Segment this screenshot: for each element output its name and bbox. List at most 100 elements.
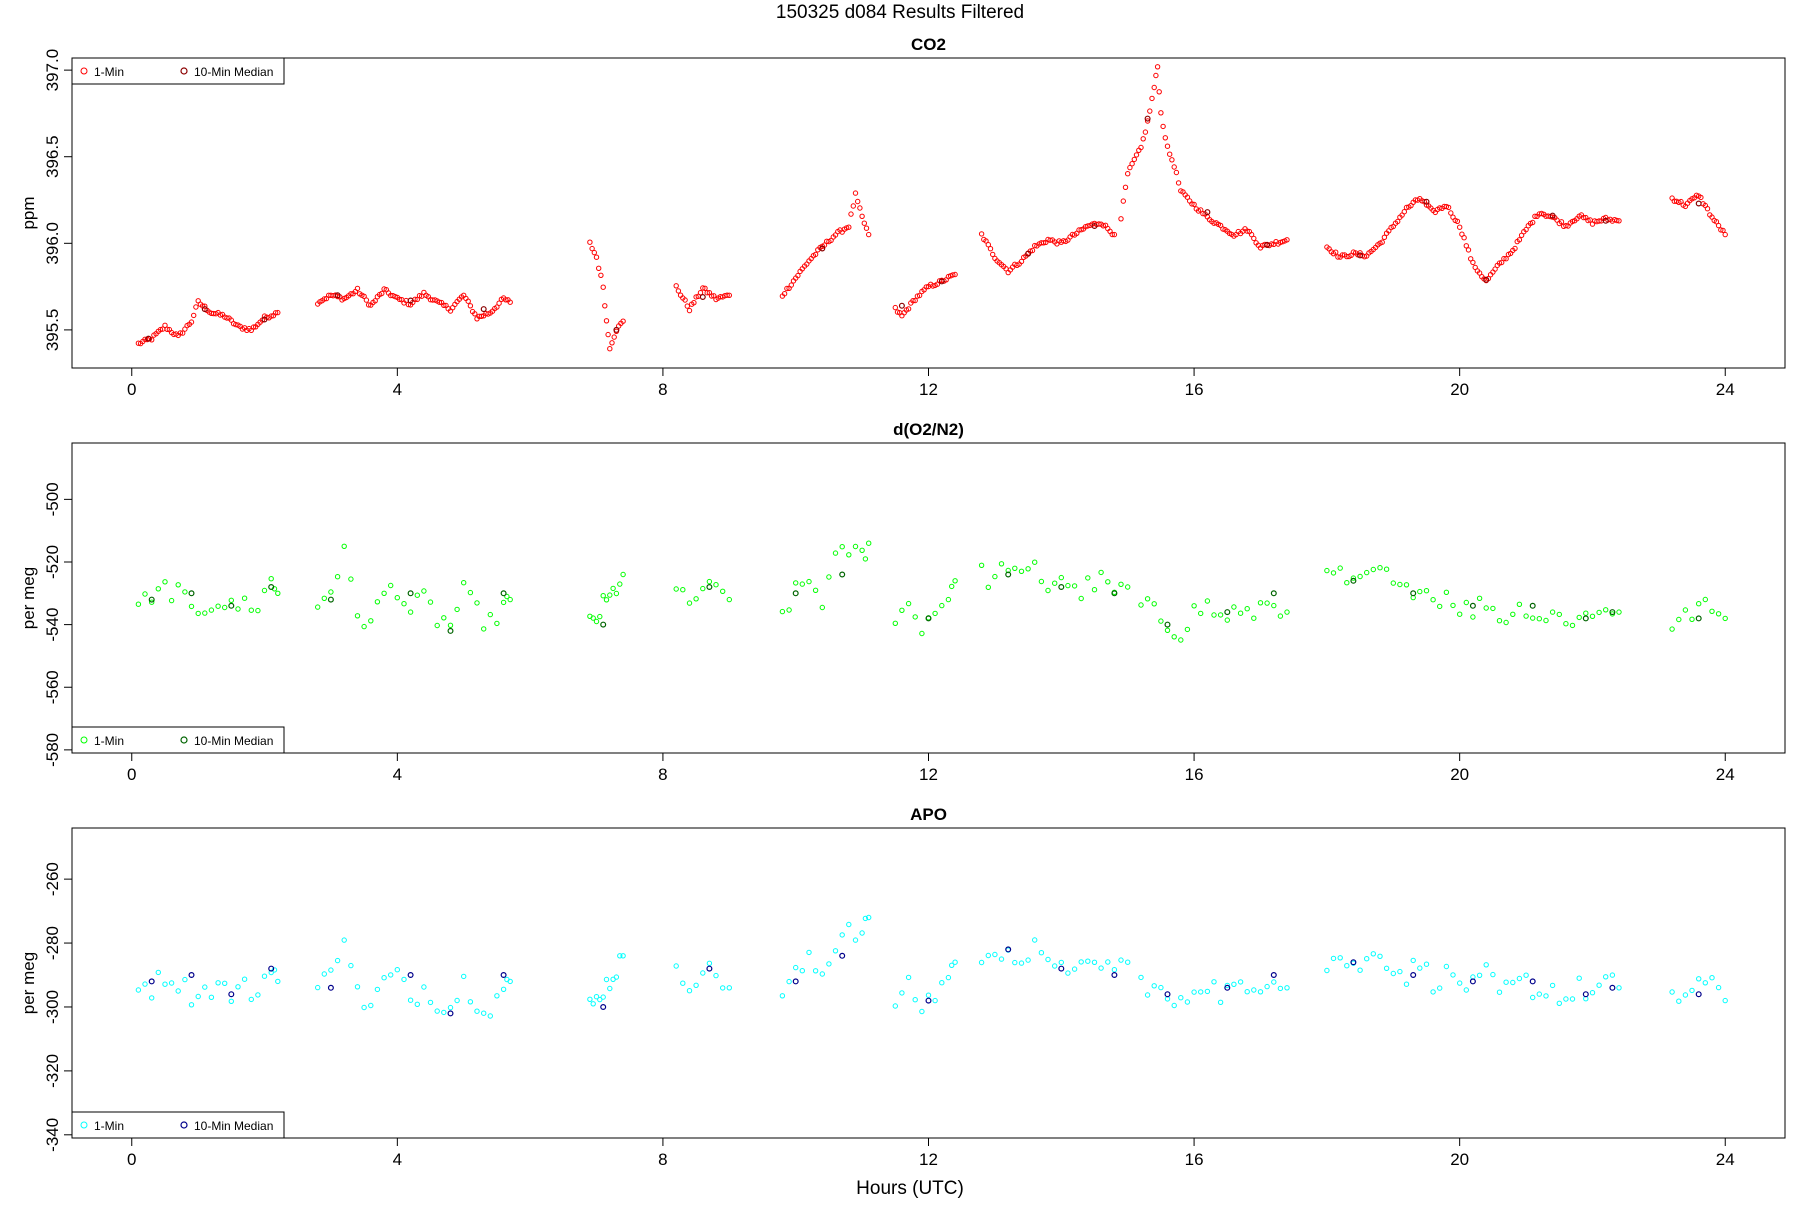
one-min-point — [361, 623, 367, 630]
one-min-point — [600, 593, 606, 599]
one-min-point — [1224, 982, 1231, 989]
one-min-point — [1448, 210, 1454, 216]
one-min-point — [1390, 970, 1397, 977]
plot-frame — [71, 827, 1786, 1139]
median-point — [1609, 984, 1616, 991]
one-min-point — [597, 613, 603, 620]
one-min-point — [1722, 615, 1728, 622]
one-min-point — [1045, 956, 1051, 963]
one-min-point — [372, 298, 378, 304]
one-min-point — [1377, 953, 1383, 959]
legend-label-median: 10-Min Median — [194, 1119, 273, 1133]
one-min-point — [1284, 609, 1290, 615]
one-min-point — [1715, 984, 1722, 991]
one-min-point — [271, 967, 278, 973]
median-point — [1410, 590, 1417, 597]
one-min-point — [1516, 975, 1523, 982]
median-point — [1423, 198, 1430, 205]
one-min-point — [587, 239, 593, 245]
one-min-point — [596, 265, 602, 271]
one-min-point — [1490, 605, 1496, 612]
one-min-point — [361, 293, 367, 299]
one-min-point — [1696, 976, 1702, 982]
one-min-point — [1211, 979, 1217, 985]
one-min-point — [1563, 222, 1569, 229]
one-min-point — [1018, 960, 1025, 966]
median-point — [1350, 577, 1357, 584]
median-point — [1270, 590, 1277, 597]
one-min-point — [341, 543, 347, 549]
x-tick-label: 12 — [919, 1150, 938, 1169]
median-point — [1549, 212, 1556, 219]
one-min-point — [1569, 622, 1576, 629]
one-min-point — [673, 586, 679, 592]
one-min-point — [222, 604, 228, 611]
one-min-point — [978, 959, 985, 966]
one-min-point — [726, 985, 732, 991]
one-min-point — [1158, 984, 1164, 991]
one-min-point — [1158, 618, 1164, 624]
one-min-point — [1085, 223, 1091, 229]
one-min-point — [1025, 566, 1031, 572]
one-min-point — [1556, 611, 1563, 618]
one-min-point — [241, 595, 248, 601]
one-min-point — [1689, 616, 1695, 622]
one-min-point — [1029, 247, 1036, 254]
one-min-point — [985, 584, 991, 590]
one-min-point — [812, 251, 819, 258]
panel-title: APO — [910, 805, 947, 824]
one-min-point — [1532, 213, 1538, 220]
one-min-point — [1437, 603, 1443, 610]
one-min-point — [1722, 997, 1728, 1004]
one-min-point — [1118, 957, 1124, 963]
x-tick-label: 16 — [1185, 765, 1204, 784]
one-min-point — [1715, 611, 1722, 617]
one-min-point — [1585, 217, 1591, 224]
median-point — [1058, 965, 1065, 972]
one-min-point — [786, 978, 792, 985]
median-point — [839, 952, 846, 959]
one-min-point — [1251, 235, 1257, 242]
one-min-point — [1461, 235, 1467, 241]
one-min-point — [848, 211, 854, 217]
one-min-point — [1012, 565, 1018, 571]
one-min-point — [215, 980, 221, 986]
x-tick-label: 8 — [658, 380, 667, 399]
one-min-point — [447, 1004, 454, 1011]
one-min-point — [321, 296, 327, 302]
one-min-point — [1175, 180, 1182, 186]
one-min-point — [1718, 227, 1724, 233]
one-min-point — [1191, 201, 1197, 208]
one-min-point — [1111, 967, 1118, 973]
one-min-point — [1403, 981, 1410, 987]
one-min-point — [348, 962, 354, 969]
one-min-point — [850, 203, 856, 209]
panel-2: d(O2/N2) per meg 0 4 8 12 16 20 24 -580 -560 -540 -5… — [19, 420, 1786, 784]
one-min-point — [1676, 998, 1682, 1004]
one-min-point — [1052, 963, 1058, 969]
one-min-point — [487, 611, 493, 618]
one-min-point — [1417, 588, 1423, 595]
legend-box — [71, 726, 285, 754]
median-point — [447, 1010, 454, 1017]
one-min-point — [700, 970, 706, 976]
median-point — [600, 1003, 607, 1010]
one-min-point — [175, 988, 181, 994]
one-min-point — [1395, 218, 1401, 225]
y-tick-label: 396.5 — [43, 135, 62, 178]
one-min-point — [467, 999, 474, 1005]
one-min-point — [1198, 989, 1204, 995]
median-point — [1025, 250, 1032, 257]
one-min-point — [162, 322, 168, 328]
one-min-point — [863, 225, 870, 231]
one-min-point — [447, 622, 454, 628]
one-min-point — [149, 995, 155, 1001]
one-min-point — [1149, 95, 1155, 102]
median-point — [706, 965, 713, 972]
one-min-point — [1264, 600, 1270, 606]
one-min-point — [1580, 214, 1587, 221]
one-min-point — [142, 591, 148, 597]
one-min-point — [1523, 226, 1529, 233]
one-min-point — [374, 599, 381, 605]
